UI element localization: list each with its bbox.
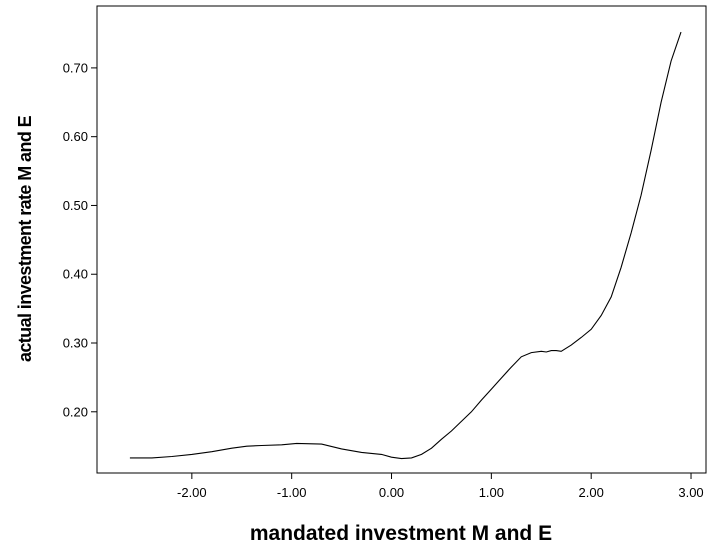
y-axis: 0.20 0.30 0.40 0.50 0.60 0.70 (63, 60, 97, 419)
y-axis-title: actual investment rate M and E (15, 115, 35, 362)
y-tick-label: 0.40 (63, 267, 88, 282)
x-tick-label: -2.00 (177, 485, 207, 500)
x-tick-label: 1.00 (479, 485, 504, 500)
y-tick-label: 0.20 (63, 404, 88, 419)
x-tick-label: 0.00 (379, 485, 404, 500)
y-tick-label: 0.70 (63, 60, 88, 75)
y-tick-label: 0.60 (63, 129, 88, 144)
x-axis-title: mandated investment M and E (250, 522, 552, 545)
plot-frame (96, 5, 707, 474)
y-tick-label: 0.30 (63, 336, 88, 351)
x-axis: -2.00 -1.00 0.00 1.00 2.00 3.00 (177, 473, 704, 500)
x-tick-label: -1.00 (277, 485, 307, 500)
x-tick-label: 2.00 (579, 485, 604, 500)
x-tick-label: 3.00 (678, 485, 703, 500)
data-line (129, 31, 682, 460)
y-tick-label: 0.50 (63, 198, 88, 213)
